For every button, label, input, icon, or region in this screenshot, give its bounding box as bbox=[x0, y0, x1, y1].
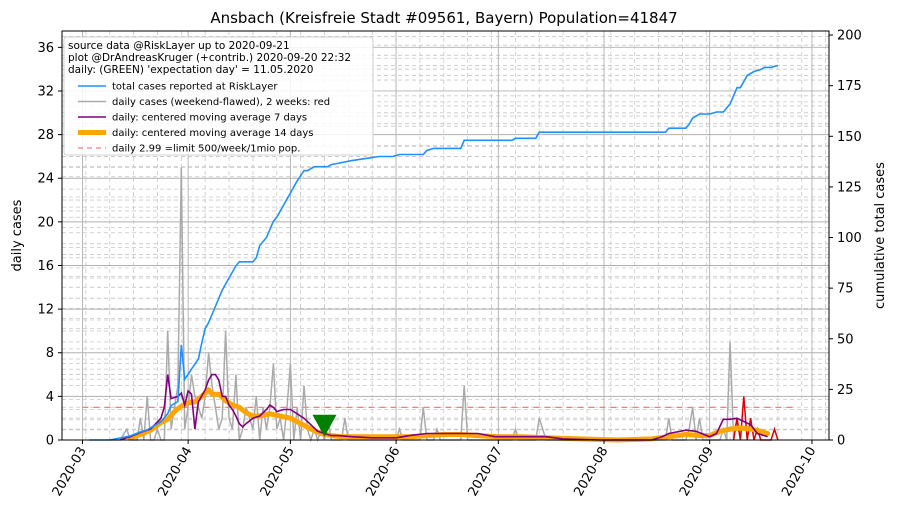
right-tick-label: 125 bbox=[837, 180, 862, 195]
legend-box bbox=[63, 36, 374, 156]
left-tick-label: 20 bbox=[37, 215, 54, 230]
right-tick-label: 100 bbox=[837, 231, 862, 246]
expectation-day-marker bbox=[312, 414, 337, 437]
left-tick-label: 28 bbox=[37, 128, 54, 143]
chart-title: Ansbach (Kreisfreie Stadt #09561, Bayern… bbox=[210, 9, 677, 27]
right-tick-label: 50 bbox=[837, 332, 854, 347]
right-tick-label: 0 bbox=[837, 434, 845, 449]
left-tick-label: 16 bbox=[37, 259, 54, 274]
right-tick-label: 75 bbox=[837, 282, 854, 297]
series-moving-average-7 bbox=[119, 373, 768, 441]
legend-label-limit: daily 2.99 =limit 500/week/1mio pop. bbox=[112, 144, 300, 155]
left-axis-label: daily cases bbox=[10, 199, 25, 271]
right-tick-label: 150 bbox=[837, 130, 862, 145]
left-tick-label: 4 bbox=[46, 390, 54, 405]
left-tick-label: 32 bbox=[37, 84, 54, 99]
info-line-source: source data @RiskLayer up to 2020-09-21 bbox=[68, 40, 290, 52]
legend-label-ma7: daily: centered moving average 7 days bbox=[112, 113, 307, 124]
left-tick-label: 12 bbox=[37, 303, 54, 318]
info-line-expectation: daily: (GREEN) 'expectation day' = 11.05… bbox=[68, 64, 313, 76]
right-tick-label: 25 bbox=[837, 383, 854, 398]
plot-frame bbox=[61, 30, 830, 441]
right-axis-label: cumulative total cases bbox=[873, 162, 888, 309]
series-total-cases bbox=[89, 64, 779, 441]
right-tick-label: 200 bbox=[837, 29, 862, 44]
legend-label-ma14: daily: centered moving average 14 days bbox=[112, 128, 313, 139]
left-tick-label: 24 bbox=[37, 172, 54, 187]
left-tick-label: 0 bbox=[46, 434, 54, 449]
right-tick-label: 175 bbox=[837, 79, 862, 94]
legend: source data @RiskLayer up to 2020-09-21 … bbox=[63, 36, 374, 156]
left-tick-label: 36 bbox=[37, 41, 54, 56]
right-y-axis: 0 25 50 75 100 125 150 175 200 bbox=[829, 29, 862, 449]
legend-label-daily: daily cases (weekend-flawed), 2 weeks: r… bbox=[112, 97, 330, 108]
left-y-axis: 0 4 8 12 16 20 24 28 32 36 bbox=[37, 41, 62, 449]
left-tick-label: 8 bbox=[46, 346, 54, 361]
legend-label-total: total cases reported at RiskLayer bbox=[112, 82, 278, 93]
info-line-plot: plot @DrAndreasKruger (+contrib.) 2020-0… bbox=[68, 52, 351, 64]
